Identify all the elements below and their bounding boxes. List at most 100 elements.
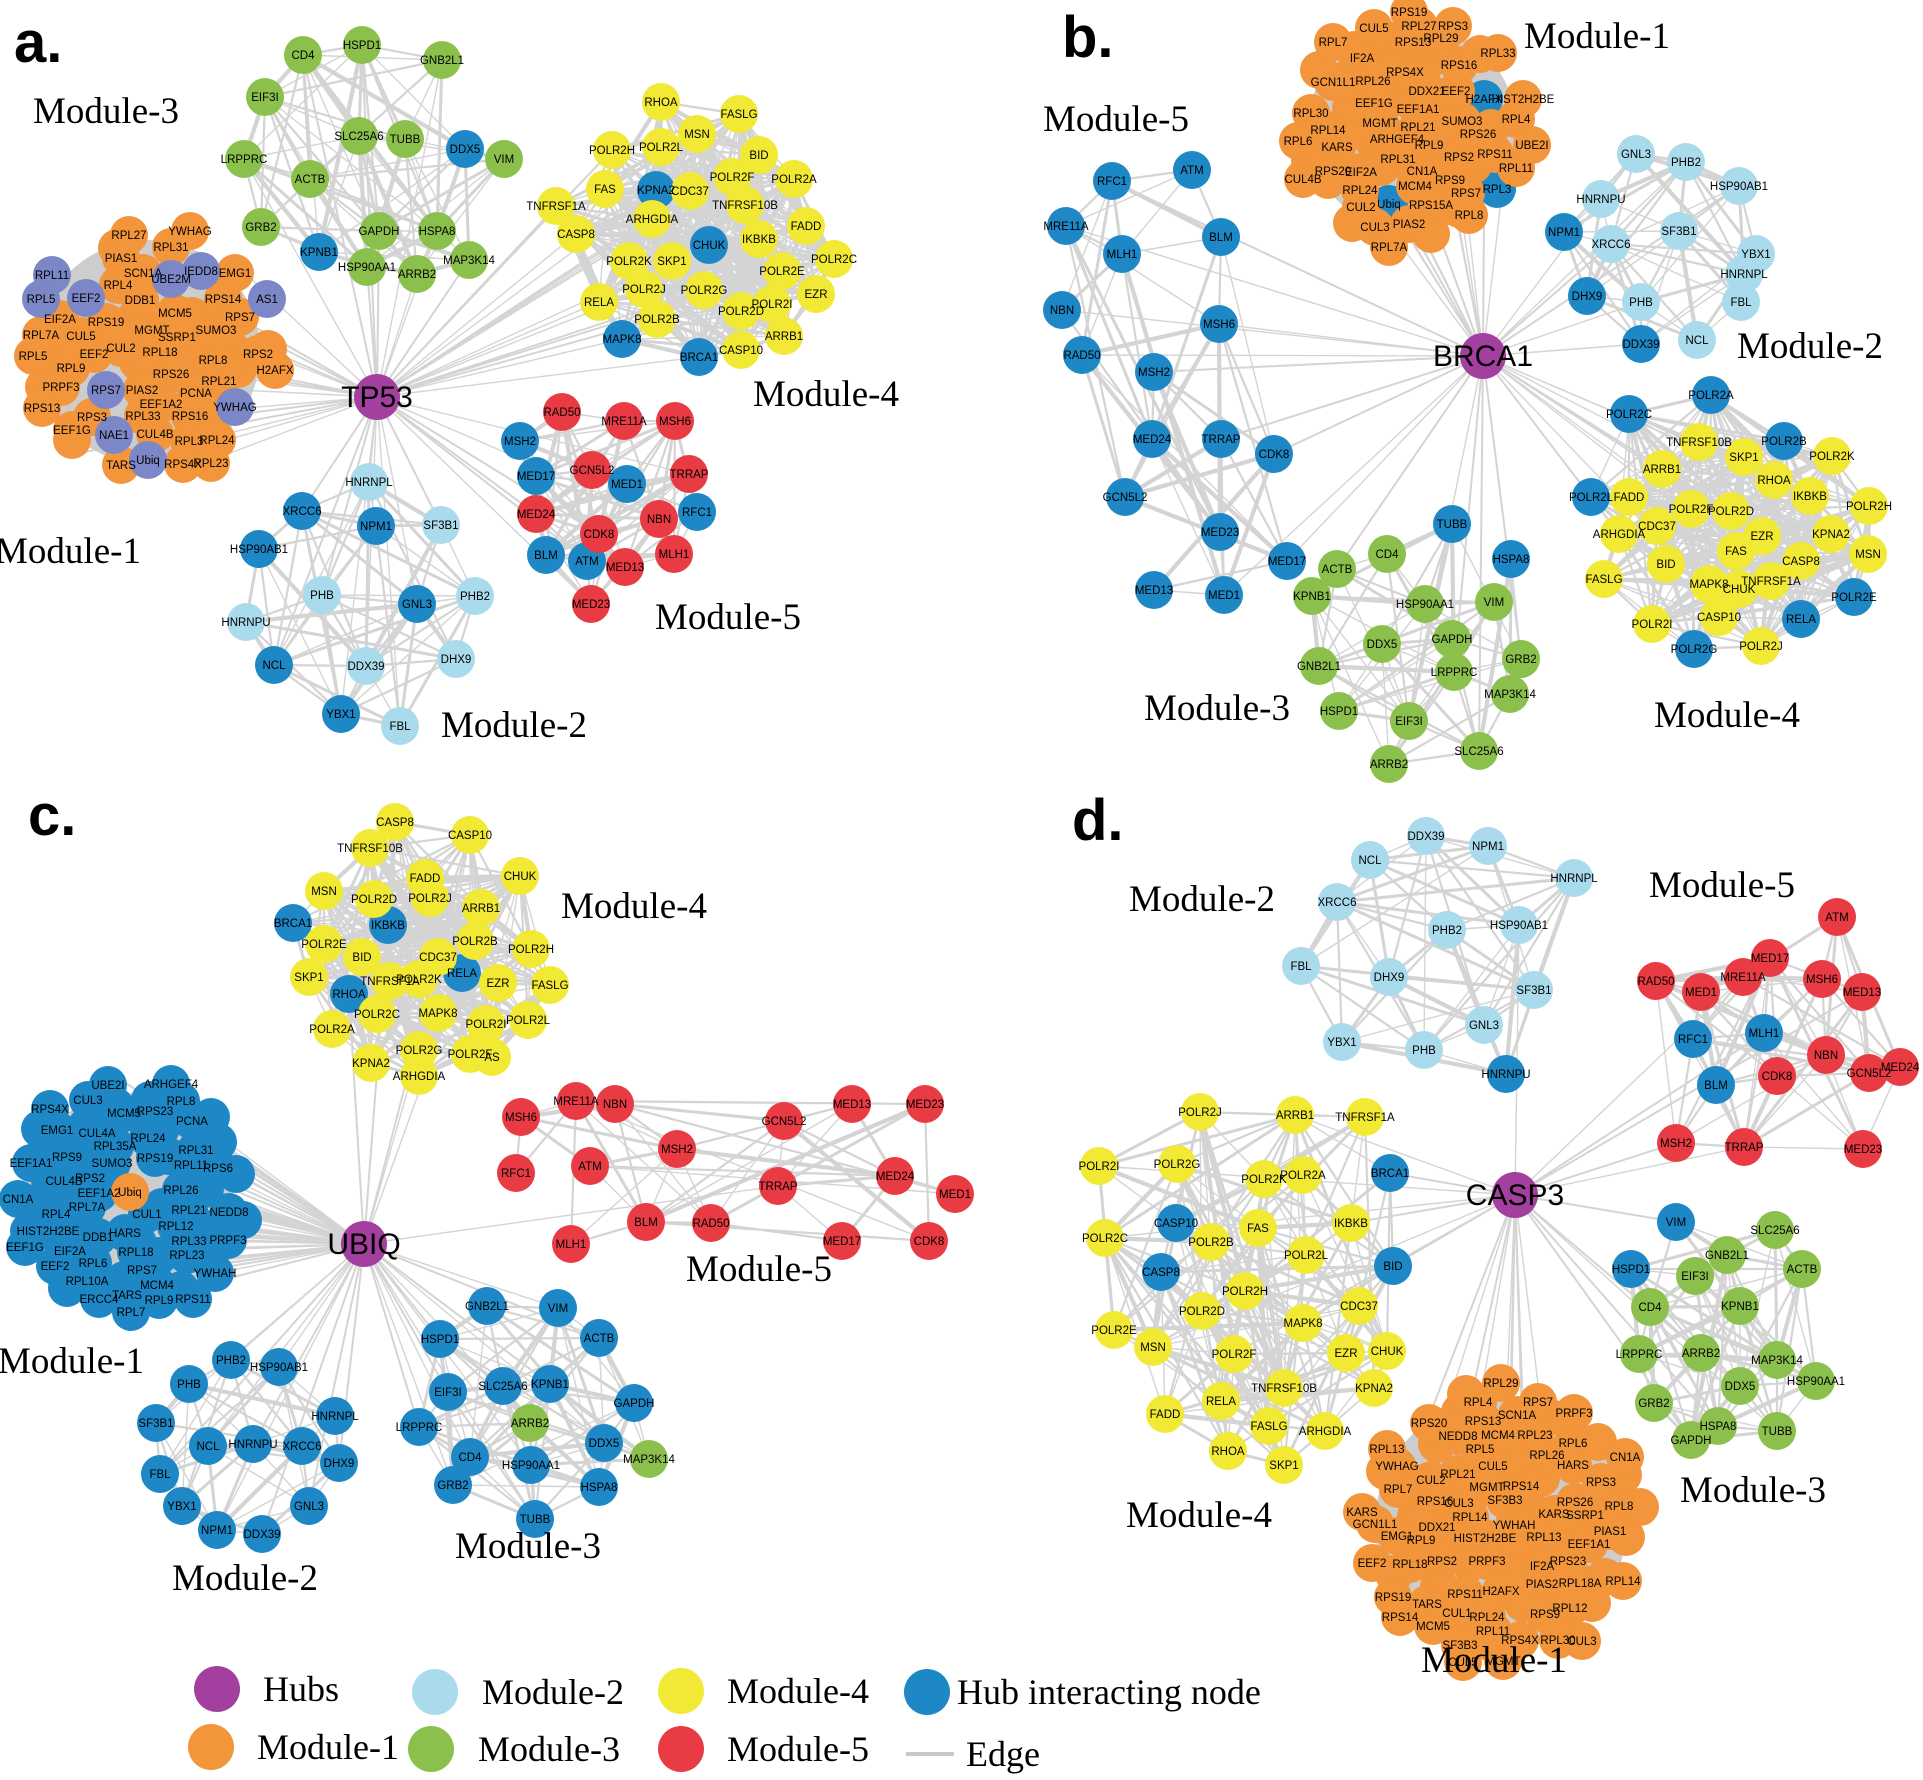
svg-text:RPL5: RPL5 [19,351,48,363]
svg-text:RPL26: RPL26 [1355,76,1390,88]
svg-text:MED17: MED17 [1751,953,1789,965]
svg-text:IKBKB: IKBKB [1334,1218,1368,1230]
svg-text:RPS9: RPS9 [52,1152,82,1164]
svg-text:RPL7: RPL7 [1319,37,1348,49]
svg-text:EEF1G: EEF1G [1355,98,1393,110]
svg-text:Module-5: Module-5 [727,1729,869,1769]
svg-text:RPL13: RPL13 [1369,1444,1404,1456]
svg-text:NEDD8: NEDD8 [1439,1431,1478,1443]
svg-text:SF3B3: SF3B3 [1487,1495,1522,1507]
svg-text:RPL24: RPL24 [130,1133,166,1145]
svg-text:FAS: FAS [594,184,616,196]
svg-text:POLR2A: POLR2A [309,1024,355,1036]
svg-text:PIAS2: PIAS2 [1393,219,1426,231]
svg-text:BID: BID [352,952,371,964]
svg-text:RPL14: RPL14 [1452,1512,1488,1524]
svg-text:NCL: NCL [1685,335,1709,347]
svg-text:YBX1: YBX1 [1741,249,1770,261]
svg-text:DDX39: DDX39 [1407,831,1444,843]
svg-text:DHX9: DHX9 [441,654,472,666]
svg-text:KPNB1: KPNB1 [1721,1301,1759,1313]
svg-text:ARHGDIA: ARHGDIA [626,214,679,226]
svg-text:NAE1: NAE1 [99,430,129,442]
svg-text:MED1: MED1 [1208,590,1240,602]
svg-text:RFC1: RFC1 [1678,1034,1708,1046]
svg-text:EEF1A1: EEF1A1 [10,1158,53,1170]
svg-text:Module-5: Module-5 [686,1249,832,1290]
svg-text:EEF1G: EEF1G [53,425,91,437]
svg-text:PHB2: PHB2 [216,1355,246,1367]
svg-text:FBL: FBL [1730,297,1752,309]
svg-text:RPS3: RPS3 [77,412,107,424]
svg-text:SLC25A6: SLC25A6 [1750,1225,1799,1237]
svg-text:RPL31: RPL31 [153,242,188,254]
svg-text:EEF1A1: EEF1A1 [1568,1539,1611,1551]
svg-text:RPS16: RPS16 [1417,1496,1453,1508]
svg-text:PIAS2: PIAS2 [1526,1579,1559,1591]
svg-text:CN1A: CN1A [1407,166,1438,178]
svg-text:POLR2K: POLR2K [1241,1174,1287,1186]
svg-text:IF2A: IF2A [1350,53,1375,65]
svg-text:POLR2K: POLR2K [1809,451,1855,463]
svg-text:BID: BID [749,150,768,162]
svg-text:KPNA2: KPNA2 [637,185,675,197]
svg-text:POLR2H: POLR2H [508,944,554,956]
svg-text:CUL3: CUL3 [1567,1636,1596,1648]
svg-text:POLR2L: POLR2L [1284,1250,1329,1262]
svg-text:MAPK8: MAPK8 [419,1008,458,1020]
svg-text:GCN1L1: GCN1L1 [1311,77,1356,89]
svg-text:HNRNPU: HNRNPU [221,617,270,629]
svg-text:EIF2A: EIF2A [44,314,76,326]
svg-text:RPS7: RPS7 [1523,1397,1553,1409]
svg-text:MED24: MED24 [876,1171,915,1183]
svg-text:HNRNPL: HNRNPL [311,1411,359,1423]
svg-text:RPL21: RPL21 [201,376,236,388]
svg-text:RPL24: RPL24 [199,435,235,447]
svg-text:POLR2A: POLR2A [1688,390,1734,402]
svg-text:POLR2E: POLR2E [759,266,805,278]
svg-text:POLR2I: POLR2I [1632,619,1673,631]
svg-text:EZR: EZR [805,289,828,301]
svg-text:CD4: CD4 [1375,549,1399,561]
svg-text:PRPF3: PRPF3 [1555,1408,1592,1420]
svg-text:CUL5: CUL5 [66,331,95,343]
svg-text:RPS7: RPS7 [91,385,121,397]
svg-text:KPNA2: KPNA2 [1355,1383,1393,1395]
svg-text:HSP90AB1: HSP90AB1 [1710,181,1768,193]
svg-text:CD4: CD4 [1638,1302,1662,1314]
svg-text:CDC37: CDC37 [419,952,457,964]
svg-text:GAPDH: GAPDH [1432,634,1473,646]
svg-text:ATM: ATM [578,1161,601,1173]
svg-text:RPS3: RPS3 [1438,21,1468,33]
svg-text:EIF3I: EIF3I [251,92,278,104]
svg-text:MSH2: MSH2 [504,436,536,448]
svg-text:RELA: RELA [1786,614,1816,626]
svg-text:ARRB1: ARRB1 [765,331,803,343]
svg-text:IKBKB: IKBKB [371,920,405,932]
svg-text:MSN: MSN [1140,1342,1166,1354]
svg-text:RPS4X: RPS4X [1386,67,1424,79]
svg-text:EEF1A1: EEF1A1 [1397,104,1440,116]
svg-text:AS1: AS1 [256,294,278,306]
svg-text:EEF1G: EEF1G [6,1242,44,1254]
svg-text:CUL2: CUL2 [1416,1475,1445,1487]
svg-text:GNB2L1: GNB2L1 [420,55,464,67]
svg-text:ARRB1: ARRB1 [1643,464,1681,476]
svg-text:RPS19: RPS19 [137,1153,173,1165]
svg-text:CUL4B: CUL4B [136,429,173,441]
svg-text:RPL7A: RPL7A [23,330,60,342]
svg-text:RPS9: RPS9 [1530,1609,1560,1621]
svg-text:HNRNPU: HNRNPU [1481,1069,1530,1081]
svg-text:CUL2: CUL2 [106,343,135,355]
svg-text:RPL3: RPL3 [1483,184,1512,196]
svg-text:EZR: EZR [1751,531,1774,543]
svg-text:MED1: MED1 [611,479,643,491]
svg-text:PHB2: PHB2 [1432,925,1462,937]
svg-text:EEF2: EEF2 [80,349,109,361]
svg-text:Module-4: Module-4 [1654,695,1800,736]
svg-text:RPL8: RPL8 [167,1096,196,1108]
svg-text:POLR2I: POLR2I [1079,1161,1120,1173]
svg-text:POLR2B: POLR2B [452,936,498,948]
svg-text:MAP3K14: MAP3K14 [443,255,495,267]
svg-text:MED23: MED23 [1844,1144,1882,1156]
